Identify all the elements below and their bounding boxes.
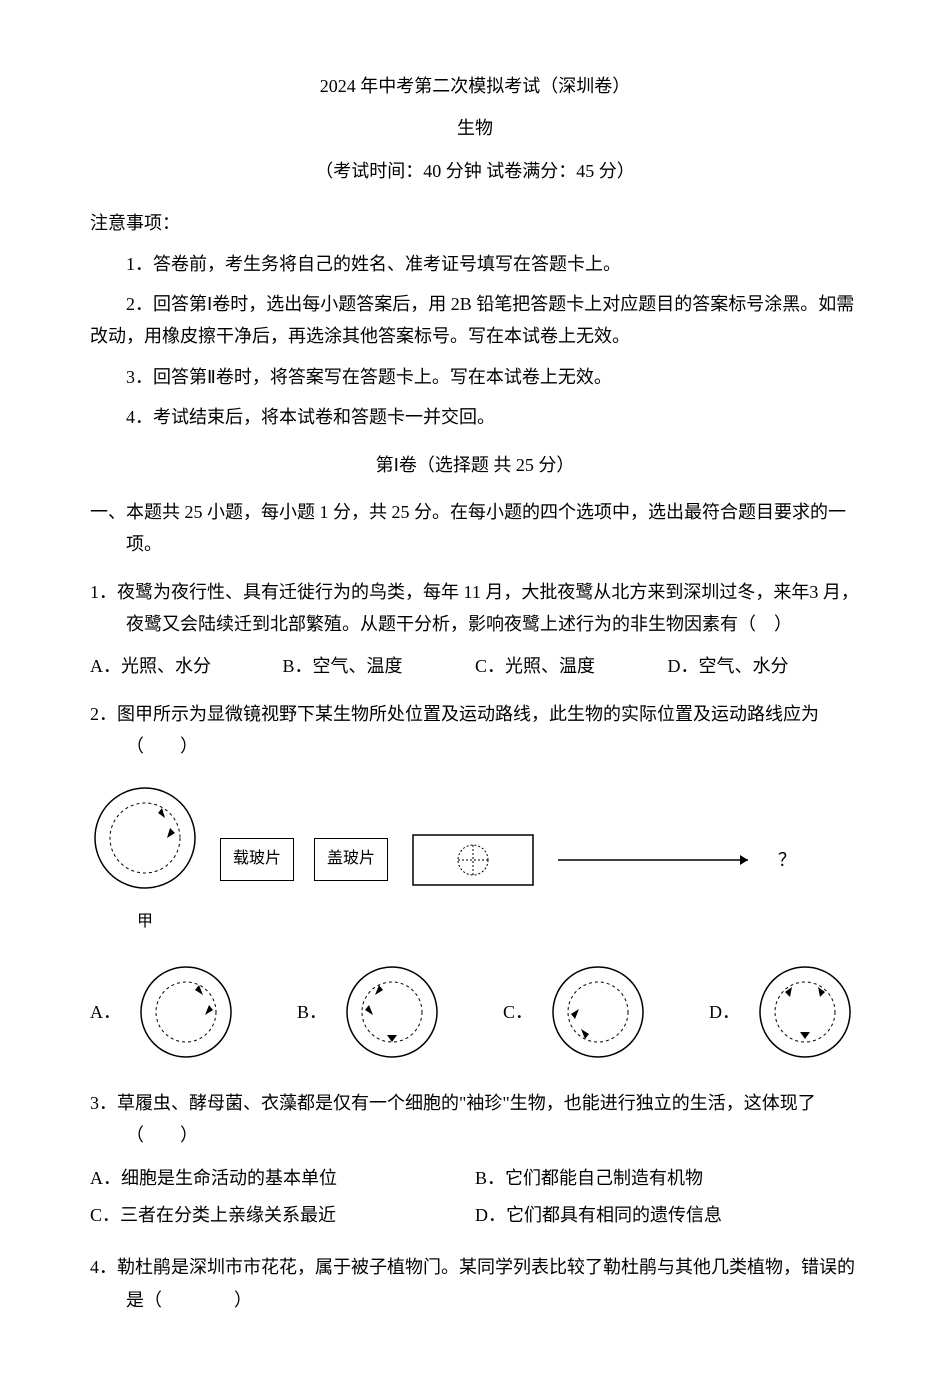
q2-options: A． B． C． D． xyxy=(90,957,860,1067)
question-2: 2．图甲所示为显微镜视野下某生物所处位置及运动路线，此生物的实际位置及运动路线应… xyxy=(90,698,860,763)
question-4: 4．勒杜鹃是深圳市市花花，属于被子植物门。某同学列表比较了勒杜鹃与其他几类植物，… xyxy=(90,1251,860,1316)
question-1: 1．夜鹭为夜行性、具有迁徙行为的鸟类，每年 11 月，大批夜鹭从北方来到深圳过冬… xyxy=(90,576,860,641)
section-1-title: 第Ⅰ卷（选择题 共 25 分） xyxy=(90,449,860,481)
q1-option-a: A．光照、水分 xyxy=(90,650,283,682)
q1-option-d: D．空气、水分 xyxy=(668,650,861,682)
q2-option-b-group: B． xyxy=(297,957,447,1067)
notice-item-4: 4．考试结束后，将本试卷和答题卡一并交回。 xyxy=(90,401,860,433)
notice-label: 注意事项： xyxy=(90,207,860,239)
notice-item-1: 1．答卷前，考生务将自己的姓名、准考证号填写在答题卡上。 xyxy=(90,248,860,280)
q2-option-a-group: A． xyxy=(90,957,241,1067)
q2-option-c-circle xyxy=(543,957,653,1067)
figure-jia-container: 甲 xyxy=(90,783,200,937)
section-1-desc: 一、本题共 25 小题，每小题 1 分，共 25 分。在每小题的四个选项中，选出… xyxy=(126,496,860,561)
exam-title: 2024 年中考第二次模拟考试（深圳卷） xyxy=(90,70,860,102)
exam-subject: 生物 xyxy=(90,112,860,144)
q2-option-b-circle xyxy=(337,957,447,1067)
q2-option-b-letter: B． xyxy=(297,996,327,1028)
q2-option-c-group: C． xyxy=(503,957,653,1067)
notice-item-2: 2．回答第Ⅰ卷时，选出每小题答案后，用 2B 铅笔把答题卡上对应题目的答案标号涂… xyxy=(90,288,860,353)
q2-option-a-circle xyxy=(131,957,241,1067)
arrow-to-question xyxy=(558,850,758,870)
question-1-options: A．光照、水分 B．空气、温度 C．光照、温度 D．空气、水分 xyxy=(90,650,860,682)
q1-option-c: C．光照、温度 xyxy=(475,650,668,682)
question-3-options: A．细胞是生命活动的基本单位 B．它们都能自己制造有机物 C．三者在分类上亲缘关… xyxy=(90,1162,860,1237)
q1-option-b: B．空气、温度 xyxy=(283,650,476,682)
question-mark: ？ xyxy=(778,844,796,876)
q2-figure-row: 甲 载玻片 盖玻片 ？ xyxy=(90,783,860,937)
figure-jia xyxy=(90,783,200,893)
slide-diagram xyxy=(408,820,538,900)
q3-option-c: C．三者在分类上亲缘关系最近 xyxy=(90,1199,475,1231)
q2-option-d-letter: D． xyxy=(709,996,740,1028)
q3-option-d: D．它们都具有相同的遗传信息 xyxy=(475,1199,860,1231)
q2-option-a-letter: A． xyxy=(90,996,121,1028)
cover-label: 盖玻片 xyxy=(314,838,388,881)
q2-option-c-letter: C． xyxy=(503,996,533,1028)
exam-info: （考试时间：40 分钟 试卷满分：45 分） xyxy=(90,155,860,187)
q2-option-d-group: D． xyxy=(709,957,860,1067)
notice-item-3: 3．回答第Ⅱ卷时，将答案写在答题卡上。写在本试卷上无效。 xyxy=(90,361,860,393)
question-3: 3．草履虫、酵母菌、衣藻都是仅有一个细胞的"袖珍"生物，也能进行独立的生活，这体… xyxy=(90,1087,860,1152)
figure-jia-label: 甲 xyxy=(90,908,200,937)
q3-option-a: A．细胞是生命活动的基本单位 xyxy=(90,1162,475,1194)
slide-label: 载玻片 xyxy=(220,838,294,881)
q3-option-b: B．它们都能自己制造有机物 xyxy=(475,1162,860,1194)
q2-option-d-circle xyxy=(750,957,860,1067)
